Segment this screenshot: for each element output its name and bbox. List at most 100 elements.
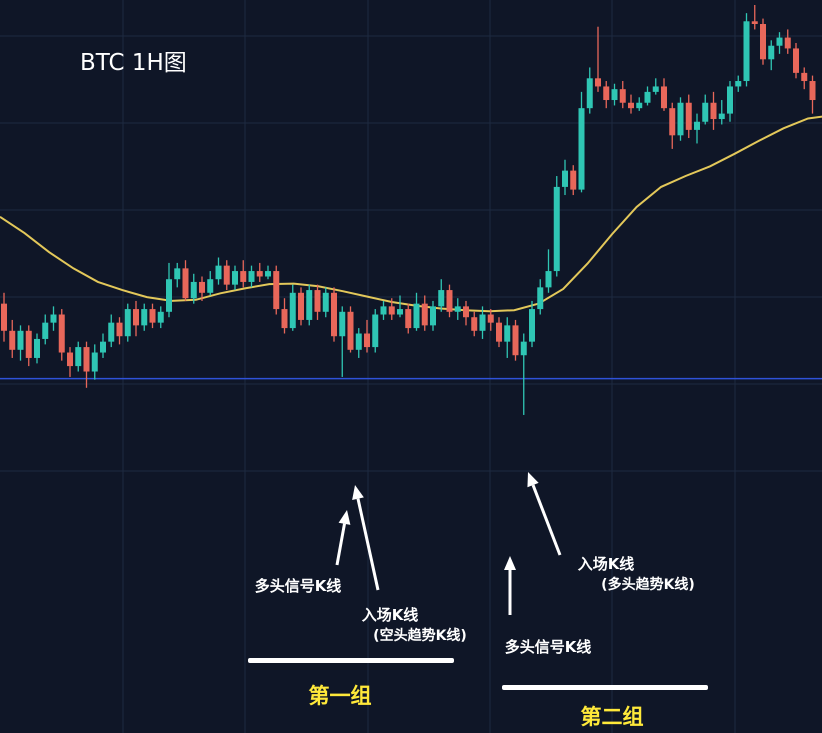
candle-body: [25, 330, 32, 358]
candle: [124, 303, 131, 342]
candle-body: [677, 102, 684, 136]
candle: [702, 94, 709, 125]
candle: [487, 309, 494, 331]
candle-body: [578, 108, 585, 190]
candle: [496, 317, 502, 348]
candle-body: [355, 333, 362, 350]
candle-body: [446, 290, 453, 312]
candle: [273, 265, 280, 315]
candle-body: [232, 271, 238, 285]
candle-body: [67, 352, 73, 367]
group-label: 第一组: [309, 684, 372, 708]
candle: [17, 325, 24, 361]
candle-body: [157, 311, 164, 323]
candle: [636, 97, 643, 111]
candle: [281, 298, 288, 334]
candle-body: [116, 322, 123, 337]
candle-body: [207, 279, 214, 293]
candle-body: [166, 279, 172, 312]
candle-body: [108, 322, 115, 342]
candle-body: [471, 317, 478, 331]
candle: [91, 344, 98, 380]
candle-body: [397, 309, 403, 315]
candle-body: [603, 86, 610, 101]
candle-body: [133, 309, 139, 326]
candle: [578, 91, 585, 193]
candle: [108, 314, 115, 348]
candle: [83, 341, 90, 388]
candle: [537, 279, 544, 315]
candle: [760, 18, 766, 65]
candle: [644, 86, 651, 106]
candle-body: [504, 325, 511, 342]
annotation-arrows: [335, 472, 562, 615]
candle-body: [50, 314, 57, 323]
candle-body: [174, 268, 181, 280]
candle: [133, 300, 139, 337]
candle: [182, 260, 189, 301]
candle: [339, 306, 346, 377]
candle-body: [215, 265, 222, 280]
candle-body: [454, 306, 461, 312]
candle: [166, 262, 172, 318]
candle: [570, 165, 577, 196]
candles: [1, 5, 816, 415]
candle-body: [438, 290, 445, 307]
candle: [232, 265, 238, 291]
annotation-arrow: [335, 510, 351, 566]
candle: [207, 271, 214, 296]
candle: [240, 260, 247, 288]
candle-body: [273, 271, 280, 310]
candle: [9, 319, 16, 358]
candle-body: [149, 309, 156, 323]
arrow-head: [527, 472, 539, 488]
candle-body: [91, 352, 98, 372]
candle-body: [331, 292, 337, 337]
candle: [446, 284, 453, 318]
candle-body: [463, 306, 469, 318]
group-underline: [502, 685, 708, 690]
candle: [223, 260, 230, 291]
candle-body: [553, 186, 560, 272]
candle: [314, 284, 321, 320]
candle-body: [751, 21, 758, 25]
candle: [364, 319, 370, 353]
candle-body: [512, 325, 519, 356]
candle: [388, 298, 395, 320]
candle-body: [636, 102, 643, 109]
chart-title: BTC 1H图: [80, 50, 187, 76]
candle: [141, 303, 148, 331]
candle: [768, 40, 775, 71]
candle: [430, 300, 436, 331]
candle: [619, 81, 626, 109]
candle-body: [314, 290, 321, 312]
candle: [718, 100, 725, 125]
candle: [661, 78, 667, 111]
annotation-arrow: [352, 485, 380, 591]
candle: [372, 309, 379, 353]
annotation-label: 多头信号K线: [255, 577, 342, 595]
candle: [784, 29, 791, 54]
candle-body: [809, 81, 816, 101]
candle-body: [339, 311, 346, 337]
annotation-arrow: [527, 472, 562, 556]
candle-body: [718, 113, 725, 120]
candle: [25, 325, 32, 367]
candle-body: [545, 271, 552, 288]
candle: [529, 300, 535, 348]
candle: [669, 102, 676, 149]
candle-body: [9, 330, 16, 350]
candle-body: [586, 78, 593, 109]
candle: [553, 176, 560, 277]
candle-body: [652, 86, 659, 92]
arrow-head: [338, 510, 351, 525]
candle-body: [265, 271, 271, 277]
candle: [520, 333, 527, 415]
candle-body: [322, 292, 329, 312]
candle-body: [289, 292, 296, 329]
candle-body: [281, 309, 288, 329]
candle: [463, 300, 469, 326]
candle-body: [306, 290, 313, 320]
candle-body: [240, 271, 247, 282]
